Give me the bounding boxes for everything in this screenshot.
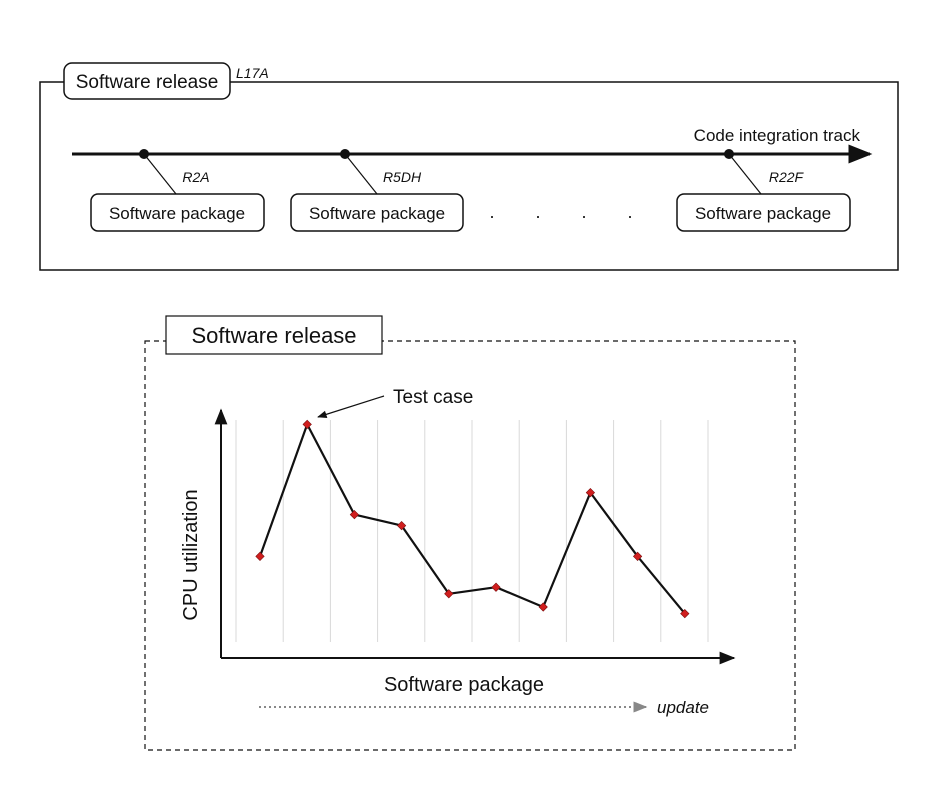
x-axis-label: Software package <box>384 674 544 696</box>
y-axis-label: CPU utilization <box>180 489 202 620</box>
package-connector-2 <box>344 153 378 195</box>
cpu-series-line <box>258 423 686 615</box>
package-box-2 <box>290 193 464 232</box>
package-label-3: Software package <box>695 204 831 223</box>
data-point-4 <box>396 520 407 531</box>
data-point-2 <box>302 419 312 430</box>
data-point-3 <box>349 509 360 520</box>
top-release-diagram: Software release L17A Code integration t… <box>39 62 899 271</box>
data-point-1 <box>255 551 265 562</box>
release-id: L17A <box>236 65 269 81</box>
package-label-2: Software package <box>309 204 445 223</box>
chart-release-label-box <box>165 315 383 355</box>
package-connector-3 <box>728 153 762 195</box>
cpu-series-markers <box>255 419 690 619</box>
release-dashed-frame <box>144 340 796 751</box>
package-label-1: Software package <box>109 204 245 223</box>
data-point-5 <box>444 589 454 599</box>
release-frame <box>39 81 899 271</box>
track-label: Code integration track <box>694 126 861 145</box>
ellipsis: . . . . <box>489 202 650 222</box>
package-box-3 <box>676 193 851 232</box>
test-case-pointer <box>317 395 385 419</box>
chart-release-label: Software release <box>191 323 356 348</box>
package-id-2: R5DH <box>383 169 422 185</box>
data-point-9 <box>632 551 643 562</box>
package-connector-1 <box>143 153 177 195</box>
data-point-10 <box>680 608 690 619</box>
package-id-3: R22F <box>769 169 805 185</box>
data-point-7 <box>538 602 548 612</box>
release-label: Software release <box>76 72 219 93</box>
package-box-1 <box>90 193 265 232</box>
package-id-1: R2A <box>182 169 209 185</box>
release-label-box <box>63 62 231 100</box>
data-point-6 <box>491 582 501 592</box>
update-label: update <box>657 698 709 717</box>
test-case-annotation: Test case <box>393 387 473 408</box>
chart-grid <box>235 420 709 642</box>
bottom-release-chart: Software release CPU utilization Softwar… <box>144 315 796 751</box>
data-point-8 <box>585 487 596 498</box>
